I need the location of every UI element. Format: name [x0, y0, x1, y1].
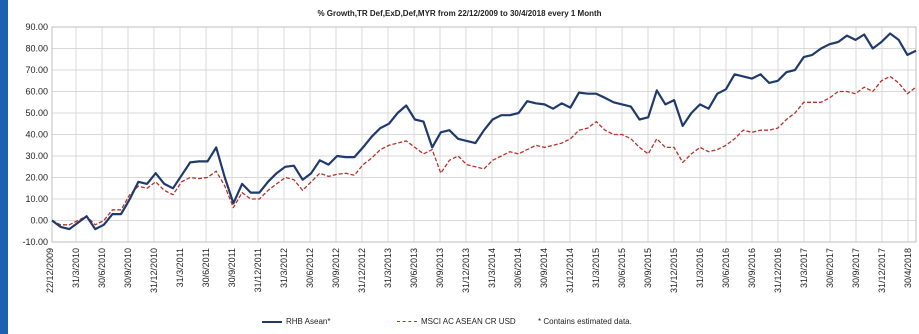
x-tick-label: 30/6/2014: [513, 248, 523, 288]
x-tick-label: 31/12/2013: [461, 248, 471, 293]
x-tick-label: 31/3/2015: [591, 248, 601, 288]
x-tick-label: 31/3/2016: [695, 248, 705, 288]
y-tick-label: 50.00: [25, 108, 48, 118]
grid-lines: [51, 26, 917, 243]
y-tick-label: -10.00: [22, 237, 48, 247]
y-tick-label: 70.00: [25, 65, 48, 75]
x-axis-tick-labels: 22/12/2009 31/3/2010 30/6/2010 30/9/2010 31/…: [45, 248, 913, 293]
y-tick-label: 60.00: [25, 87, 48, 97]
x-tick-label: 31/12/2011: [253, 248, 263, 292]
x-tick-label: 30/6/2016: [721, 248, 731, 288]
legend-label-msci-asean: MSCI AC ASEAN CR USD: [421, 317, 516, 326]
x-tick-label: 30/9/2014: [539, 248, 549, 288]
x-tick-label: 31/12/2012: [357, 248, 367, 293]
x-tick-label: 30/9/2012: [331, 248, 341, 288]
x-tick-label: 30/6/2015: [617, 248, 627, 288]
y-tick-label: 0.00: [30, 216, 48, 226]
chart-title: % Growth,TR Def,ExD,Def,MYR from 22/12/2…: [317, 9, 602, 18]
legend-item-msci-asean: MSCI AC ASEAN CR USD: [397, 317, 516, 326]
y-tick-label: 90.00: [25, 22, 48, 32]
series-lines: [51, 32, 917, 231]
x-tick-label: 30/6/2017: [825, 248, 835, 288]
x-tick-label: 31/12/2016: [773, 248, 783, 293]
x-tick-label: 30/9/2011: [227, 248, 237, 287]
legend-swatch-dashed: [397, 321, 417, 323]
x-tick-label: 30/9/2017: [851, 248, 861, 288]
x-tick-label: 30/6/2011: [201, 248, 211, 287]
x-tick-label: 31/12/2014: [565, 248, 575, 293]
x-tick-label: 30/4/2018: [903, 248, 913, 288]
x-tick-label: 30/9/2015: [643, 248, 653, 288]
x-tick-label: 22/12/2009: [45, 248, 55, 293]
x-tick-label: 30/9/2013: [435, 248, 445, 288]
y-axis-tick-labels: 90.00 80.00 70.00 60.00 50.00 40.00 30.00 20.00…: [22, 22, 48, 247]
legend-swatch-solid: [262, 320, 282, 323]
legend-item-rhb-asean: RHB Asean*: [262, 317, 330, 326]
x-tick-label: 30/6/2013: [409, 248, 419, 288]
y-tick-label: 80.00: [25, 44, 48, 54]
x-tick-label: 31/3/2013: [383, 248, 393, 288]
x-tick-label: 31/3/2012: [279, 248, 289, 288]
y-tick-label: 10.00: [25, 194, 48, 204]
x-tick-label: 31/3/2014: [487, 248, 497, 288]
x-tick-label: 31/12/2017: [877, 248, 887, 293]
legend-label-rhb-asean: RHB Asean*: [286, 317, 331, 326]
y-tick-label: 30.00: [25, 151, 48, 161]
x-tick-label: 31/3/2010: [71, 248, 81, 288]
x-tick-label: 31/12/2015: [669, 248, 679, 293]
y-tick-label: 40.00: [25, 130, 48, 140]
x-tick-label: 30/6/2012: [305, 248, 315, 288]
series-line-msci-ac-asean: [51, 75, 917, 226]
legend: RHB Asean* MSCI AC ASEAN CR USD * Contai…: [0, 317, 919, 331]
plot-area-border: [51, 26, 917, 243]
y-tick-label: 20.00: [25, 173, 48, 183]
legend-note: * Contains estimated data.: [538, 317, 632, 326]
x-tick-label: 30/9/2016: [747, 248, 757, 288]
x-tick-label: 30/6/2010: [97, 248, 107, 288]
x-tick-label: 30/9/2010: [123, 248, 133, 288]
series-line-rhb-asean: [51, 32, 917, 231]
x-tick-label: 31/3/2011: [175, 248, 185, 287]
x-tick-label: 31/3/2017: [799, 248, 809, 288]
x-tick-label: 31/12/2010: [149, 248, 159, 293]
